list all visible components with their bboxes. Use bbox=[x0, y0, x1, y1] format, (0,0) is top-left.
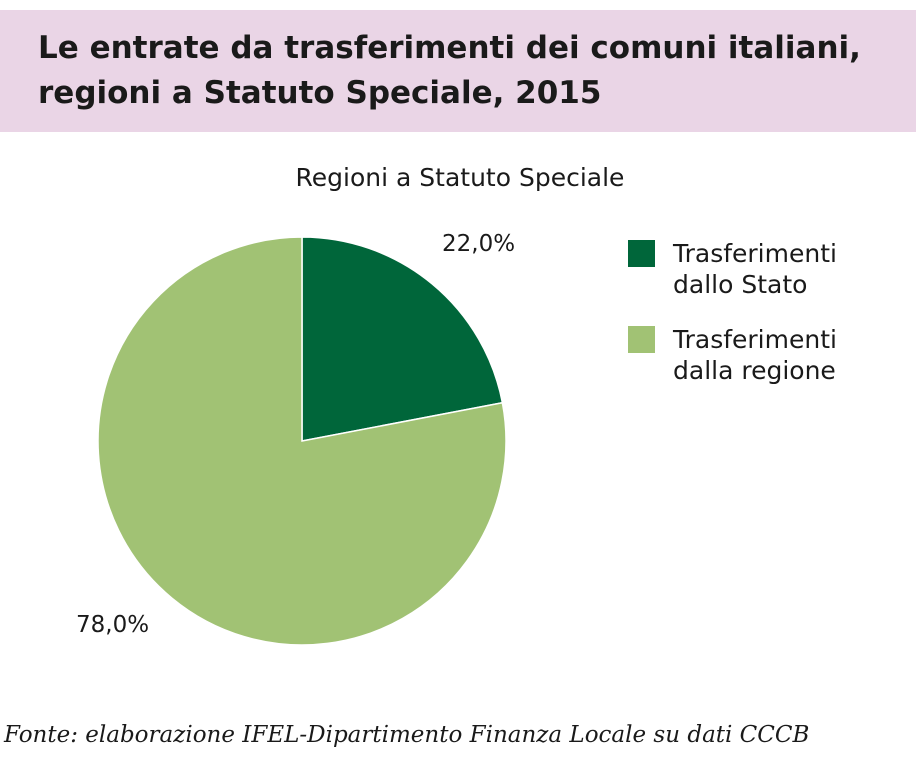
legend-item-dallo-stato: Trasferimenti dallo Stato bbox=[628, 238, 918, 300]
pie-slices bbox=[97, 236, 507, 646]
legend-label-dalla-regione: Trasferimenti dalla regione bbox=[673, 325, 837, 385]
page-title: Le entrate da trasferimenti dei comuni i… bbox=[38, 30, 861, 111]
legend: Trasferimenti dallo Stato Trasferimenti … bbox=[628, 238, 918, 410]
source-note: Fonte: elaborazione IFEL-Dipartimento Fi… bbox=[4, 722, 810, 748]
legend-item-dalla-regione: Trasferimenti dalla regione bbox=[628, 324, 918, 386]
legend-swatch-dallo-stato bbox=[628, 240, 655, 267]
title-band bbox=[0, 10, 916, 132]
legend-label-dallo-stato: Trasferimenti dallo Stato bbox=[673, 239, 837, 299]
chart-title: Regioni a Statuto Speciale bbox=[295, 163, 625, 192]
pie-slice-dalla-regione bbox=[97, 236, 507, 646]
chart-area: Regioni a Statuto Speciale 22,0% 78,0% T… bbox=[0, 140, 922, 680]
pie-chart bbox=[97, 236, 507, 646]
legend-swatch-dalla-regione bbox=[628, 326, 655, 353]
pie-slice-dallo-stato bbox=[301, 236, 504, 442]
data-label-dallo-stato: 22,0% bbox=[442, 231, 516, 257]
data-label-dalla-regione: 78,0% bbox=[76, 612, 150, 638]
